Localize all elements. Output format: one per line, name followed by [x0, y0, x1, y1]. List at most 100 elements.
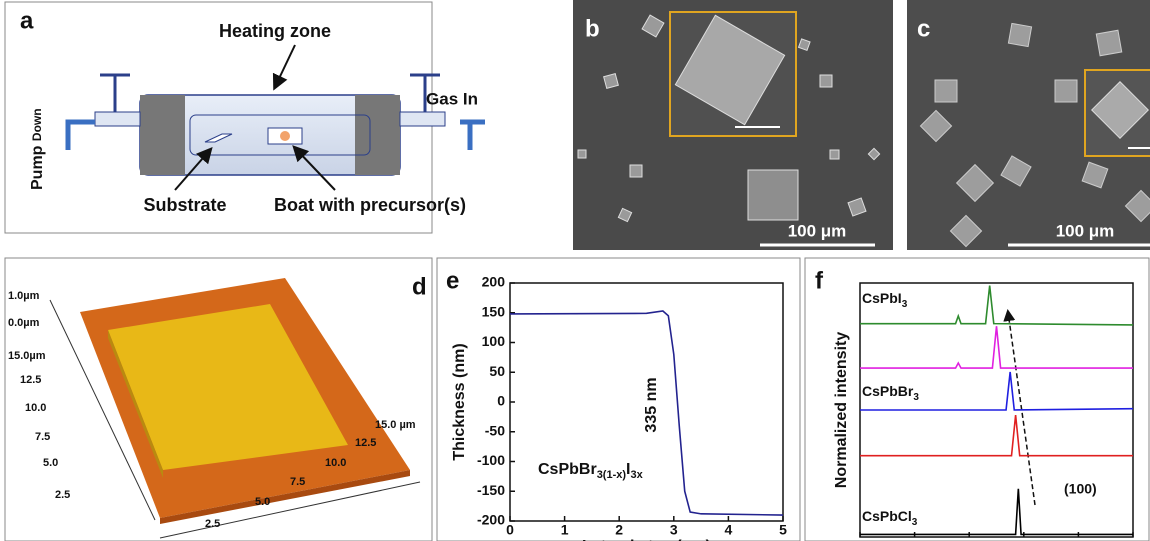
- series-line: [860, 326, 1133, 369]
- panel-letter: f: [815, 267, 824, 294]
- precursor: [280, 131, 290, 141]
- panel-letter: d: [412, 273, 427, 300]
- series-line: [860, 488, 1133, 536]
- axis-label: 15.0 µm: [375, 419, 416, 431]
- valve: [100, 73, 440, 112]
- series-label: CsPbCl3: [862, 508, 918, 528]
- label: Gas In: [426, 89, 478, 108]
- x-tick-label: 10: [852, 538, 868, 541]
- panel-c: 100 μm c: [907, 0, 1150, 250]
- y-tick-label: 200: [482, 274, 506, 290]
- panel-letter: a: [20, 7, 34, 34]
- y-tick-label: -100: [477, 452, 505, 468]
- crystal: [674, 14, 786, 126]
- panel-frame: [436, 257, 801, 541]
- formula-part: CsPbBr: [538, 461, 597, 478]
- flow-arrow: [460, 119, 485, 150]
- formula-part: I: [626, 461, 630, 478]
- series-line: [509, 310, 784, 516]
- axis-label: 5.0: [255, 496, 270, 508]
- axis-label: 5.0: [43, 457, 58, 469]
- label: Boat with precursor(s): [274, 195, 466, 215]
- y-tick-label: 0: [497, 393, 505, 409]
- label: Pump Down: [29, 108, 46, 190]
- y-tick-label: 150: [482, 303, 506, 319]
- y-axis-label: Normalized intensity: [833, 332, 850, 489]
- series-line: [860, 414, 1133, 457]
- x-tick-label: 12: [907, 538, 923, 541]
- x-tick-label: 0: [506, 522, 514, 538]
- crystals: [577, 14, 881, 223]
- inner-tube: [189, 114, 371, 156]
- insulation: [140, 95, 185, 175]
- axis-label: 2.5: [205, 518, 220, 530]
- series-label-part: 3: [913, 392, 919, 403]
- x-tick-label: 20: [1125, 538, 1141, 541]
- z-label: 0.0µm: [8, 317, 40, 329]
- arrow: [272, 44, 296, 91]
- z-label: 1.0µm: [8, 290, 40, 302]
- y-tick-label: 50: [489, 363, 505, 379]
- axis-label: 10.0: [325, 457, 346, 469]
- series-label-part: CsPbBr: [862, 383, 914, 399]
- series-line: [860, 371, 1134, 411]
- x-tick-label: 2: [615, 522, 623, 538]
- crystals: [919, 22, 1150, 248]
- axis: [49, 299, 156, 521]
- series-label-part: CsPbI: [862, 290, 902, 306]
- crystal: [1091, 81, 1149, 139]
- axis-label: 12.5: [355, 437, 376, 449]
- trend-arrow: [1003, 309, 1036, 506]
- series-line: [860, 285, 1134, 326]
- y-axis-label: Thickness (nm): [451, 343, 468, 460]
- panel-b: 100 μm b: [573, 0, 893, 250]
- scale-label: 100 μm: [1056, 221, 1115, 240]
- y-tick-label: -50: [485, 422, 505, 438]
- scale-label: 100 μm: [788, 221, 847, 240]
- arrow: [292, 145, 336, 191]
- x-tick-label: 18: [1071, 538, 1087, 541]
- pipe: [94, 111, 141, 127]
- x-tick-label: 1: [561, 522, 569, 538]
- series-label-part: CsPbCl: [862, 508, 912, 524]
- x-tick-label: 16: [1016, 538, 1032, 541]
- afm-crystal-edge: [108, 330, 163, 478]
- x-axis-label: Lateral step (μm): [582, 538, 711, 541]
- x-tick-label: 3: [670, 522, 678, 538]
- panel-d: d 1.0µm 0.0µm 15.0µm 12.5 10.0 7.5 5.0 2…: [4, 257, 433, 541]
- pipe: [399, 111, 446, 127]
- y-tick-label: -150: [477, 482, 505, 498]
- formula-part: 3(1-x): [597, 469, 627, 481]
- x-tick-label: 5: [779, 522, 787, 538]
- axis-label: 7.5: [35, 431, 50, 443]
- label: Substrate: [143, 195, 226, 215]
- formula-part: 3x: [630, 469, 643, 481]
- panel-letter: e: [446, 267, 459, 294]
- panel-frame: [4, 257, 433, 541]
- axis-label: 12.5: [20, 374, 41, 386]
- series-label-part: 3: [912, 517, 918, 528]
- axis-label: 10.0: [25, 402, 46, 414]
- series-label: CsPbI3: [862, 290, 908, 310]
- annotation: CsPbBr3(1-x)I3x: [538, 461, 644, 481]
- arrow: [174, 146, 213, 191]
- afm-base-edge: [160, 470, 410, 524]
- annotation: (100): [1064, 481, 1097, 497]
- x-tick-label: 4: [725, 522, 733, 538]
- axis: [159, 481, 421, 539]
- panel-frame: [804, 257, 1150, 541]
- axis-label: 15.0µm: [8, 350, 46, 362]
- annotation: 335 nm: [643, 377, 660, 432]
- axis-label: 7.5: [290, 476, 305, 488]
- label: Pump: [29, 145, 46, 190]
- label: Down: [30, 108, 44, 141]
- label: Heating zone: [219, 21, 331, 41]
- x-tick-label: 14: [961, 538, 977, 541]
- flow-arrow: [65, 119, 95, 150]
- afm-crystal: [108, 304, 348, 470]
- y-tick-label: 100: [482, 333, 506, 349]
- series-label: CsPbBr3: [862, 383, 919, 403]
- insulation: [355, 95, 400, 175]
- y-tick-label: -200: [477, 512, 505, 528]
